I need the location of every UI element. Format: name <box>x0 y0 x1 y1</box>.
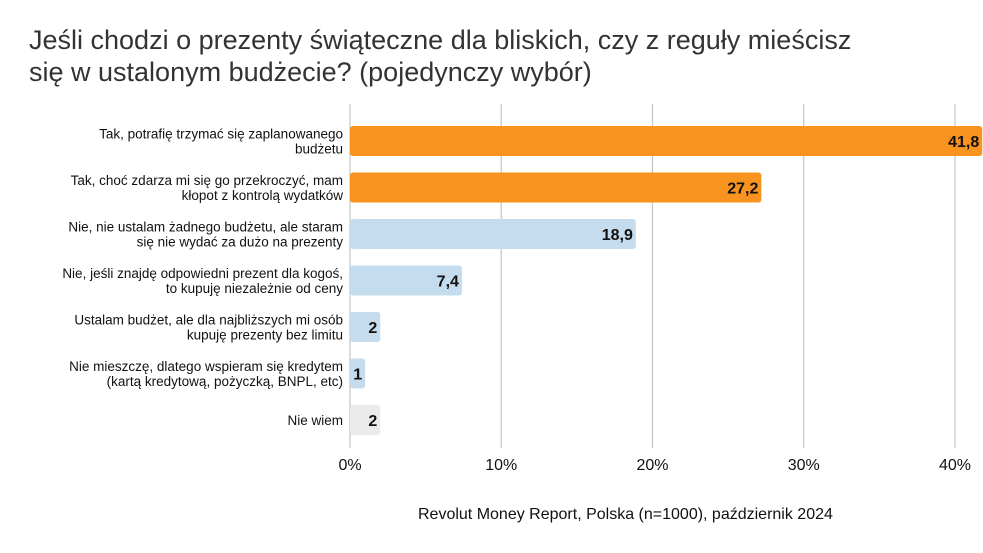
bar <box>350 358 366 389</box>
category-label: Nie wiem <box>287 413 343 428</box>
data-label: 18,9 <box>602 227 633 244</box>
value-labels: 41,8 27,2 18,9 7,4 2 1 2 <box>353 134 979 430</box>
bar <box>350 219 636 249</box>
x-axis-ticks: 0% 10% 20% 30% 40% <box>338 457 971 474</box>
bar <box>350 172 762 203</box>
source-note: Revolut Money Report, Polska (n=1000), p… <box>418 506 833 523</box>
data-label: 41,8 <box>948 134 979 151</box>
x-tick-label: 20% <box>636 457 668 474</box>
chart-title-line-2: się w ustalonym budżecie? (pojedynczy wy… <box>29 57 592 87</box>
data-label: 27,2 <box>727 181 758 198</box>
chart-title-line-1: Jeśli chodzi o prezenty świąteczne dla b… <box>29 25 852 55</box>
bar <box>350 312 381 342</box>
x-tick-label: 0% <box>338 457 361 474</box>
bars <box>350 126 983 435</box>
category-label: Ustalam budżet, ale dla najbliższych mi … <box>74 313 343 343</box>
x-tick-label: 30% <box>788 457 820 474</box>
category-label: Nie, nie ustalam żadnego budżetu, ale st… <box>68 220 343 250</box>
category-labels: Tak, potrafię trzymać się zaplanowanego b… <box>62 127 343 429</box>
data-label: 2 <box>368 413 377 430</box>
category-label: Nie, jeśli znajdę odpowiedni prezent dla… <box>62 266 343 296</box>
bar <box>350 405 381 435</box>
category-label: Tak, potrafię trzymać się zaplanowanego b… <box>99 127 343 157</box>
category-label: Nie mieszczę, dlatego wspieram się kredy… <box>69 359 343 389</box>
bar <box>350 126 983 156</box>
chart-title: Jeśli chodzi o prezenty świąteczne dla b… <box>29 24 969 88</box>
x-tick-label: 40% <box>939 457 971 474</box>
data-label: 1 <box>353 367 362 384</box>
x-tick-label: 10% <box>485 457 517 474</box>
bar <box>350 265 462 296</box>
data-label: 2 <box>368 320 377 337</box>
data-label: 7,4 <box>437 274 459 291</box>
category-label: Tak, choć zdarza mi się go przekroczyć, … <box>71 173 344 203</box>
